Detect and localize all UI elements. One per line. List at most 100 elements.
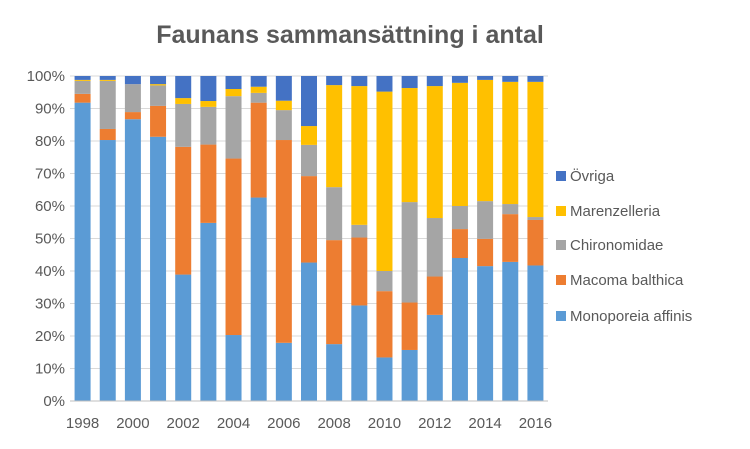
bar-segment (225, 89, 242, 97)
bar-segment (477, 201, 494, 239)
bar-segment (451, 258, 468, 401)
bar-segment (351, 224, 368, 238)
x-tick-label: 2006 (267, 415, 300, 432)
bar-segment (225, 76, 242, 89)
bar-segment (250, 92, 267, 103)
x-tick-label: 2002 (167, 415, 200, 432)
bar-segment (527, 81, 544, 218)
legend-label: Marenzelleria (570, 203, 661, 220)
y-tick-label: 80% (35, 133, 65, 150)
bar-segment (401, 88, 418, 203)
bar-segment (426, 314, 443, 401)
bar-segment (426, 218, 443, 277)
bar-segment (451, 229, 468, 258)
x-tick-label: 2008 (317, 415, 350, 432)
bar-segment (326, 85, 343, 188)
bar-segment (150, 136, 167, 401)
bar-segment (275, 140, 292, 343)
bar-segment (502, 261, 519, 401)
bar-segment (351, 237, 368, 306)
y-tick-label: 90% (35, 101, 65, 118)
y-tick-label: 70% (35, 166, 65, 183)
bar-segment (99, 140, 116, 401)
bar-segment (351, 305, 368, 401)
bar-segment (150, 105, 167, 137)
bar-segment (527, 265, 544, 401)
bar-segment (275, 76, 292, 101)
bar-segment (401, 349, 418, 401)
x-tick-label: 2000 (116, 415, 149, 432)
y-tick-label: 0% (43, 393, 65, 410)
bar-segment (124, 119, 141, 401)
bar-segment (401, 302, 418, 350)
y-tick-label: 40% (35, 263, 65, 280)
bar-segment (74, 102, 91, 402)
bar-segment (124, 84, 141, 113)
y-tick-label: 60% (35, 198, 65, 215)
bar-segment (502, 204, 519, 215)
bar-segment (250, 86, 267, 93)
bar-segment (124, 76, 141, 85)
bar-segment (200, 101, 217, 107)
bar-segment (326, 240, 343, 345)
bar-segment (250, 76, 267, 87)
bar-segment (175, 274, 192, 401)
legend-swatch (556, 275, 566, 285)
y-tick-label: 30% (35, 296, 65, 313)
bar-segment (351, 76, 368, 87)
bar-segment (175, 146, 192, 275)
bar-segment (200, 222, 217, 401)
bar-segment (376, 291, 393, 358)
x-tick-label: 2004 (217, 415, 250, 432)
bar-segment (401, 76, 418, 89)
legend-label: Monoporeia affinis (570, 308, 692, 325)
bar-segment (301, 76, 317, 127)
bar-segment (426, 86, 443, 219)
bar-segment (275, 342, 292, 401)
bar-segment (502, 76, 519, 82)
bar-segment (376, 271, 393, 292)
bar-segment (175, 103, 192, 147)
x-tick-label: 1998 (66, 415, 99, 432)
bar-segment (225, 335, 242, 401)
bar-segment (150, 76, 167, 85)
legend-swatch (556, 206, 566, 216)
y-tick-label: 20% (35, 328, 65, 345)
legend-swatch (556, 171, 566, 181)
bar-segment (376, 357, 393, 401)
bar-segment (175, 76, 192, 99)
bar-segment (376, 91, 393, 271)
bar-segment (74, 79, 91, 81)
bar-segment (200, 106, 217, 145)
bar-segment (426, 276, 443, 315)
bar-segment (275, 100, 292, 111)
x-tick-label: 2014 (468, 415, 501, 432)
chart-title: Faunans sammansättning i antal (156, 21, 544, 49)
bar-segment (99, 76, 116, 80)
legend-swatch (556, 240, 566, 250)
bar-segment (477, 79, 494, 202)
legend-swatch (556, 311, 566, 321)
bar-segment (301, 176, 317, 263)
bar-segment (401, 202, 418, 303)
bar-segment (99, 79, 116, 81)
x-tick-label: 2016 (519, 415, 552, 432)
bar-segment (74, 93, 91, 103)
bar-segment (326, 344, 343, 401)
bar-segment (502, 214, 519, 262)
bar-segment (200, 76, 217, 102)
bar-segment (527, 217, 544, 220)
legend-label: Macoma balthica (570, 272, 684, 289)
bar-segment (376, 76, 393, 92)
bar-segment (99, 80, 116, 129)
bar-segment (150, 85, 167, 106)
bar-segment (502, 81, 519, 205)
bar-segment (527, 219, 544, 266)
bar-segment (200, 144, 217, 223)
bar-segment (74, 80, 91, 94)
bar-segment (451, 76, 468, 83)
bar-segment (250, 102, 267, 198)
bar-segment (451, 82, 468, 206)
